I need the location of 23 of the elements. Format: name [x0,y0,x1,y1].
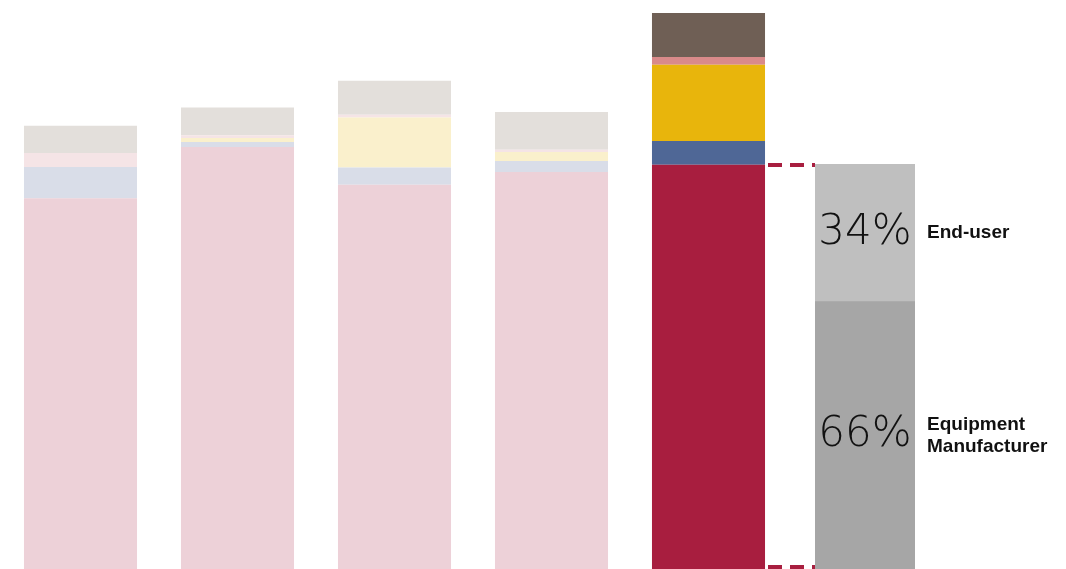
bar [23,125,138,154]
bar [180,147,295,569]
bar [23,198,138,569]
bar [651,13,766,57]
bar [494,152,609,161]
bar [651,140,766,165]
bar [337,117,452,168]
bar [23,167,138,199]
bar [180,141,295,147]
bar [494,160,609,173]
bar [180,107,295,136]
text: Equipment Manufacturer [927,412,1048,456]
bar [494,111,609,150]
text: End-user [927,221,1010,243]
bar [337,167,452,185]
bar [23,153,138,168]
bar [337,80,452,115]
data-label: 66% [818,407,912,457]
bar [651,64,766,141]
data-label: 34% [818,204,912,254]
bar [494,172,609,569]
bar [651,56,766,65]
bar [337,184,452,569]
